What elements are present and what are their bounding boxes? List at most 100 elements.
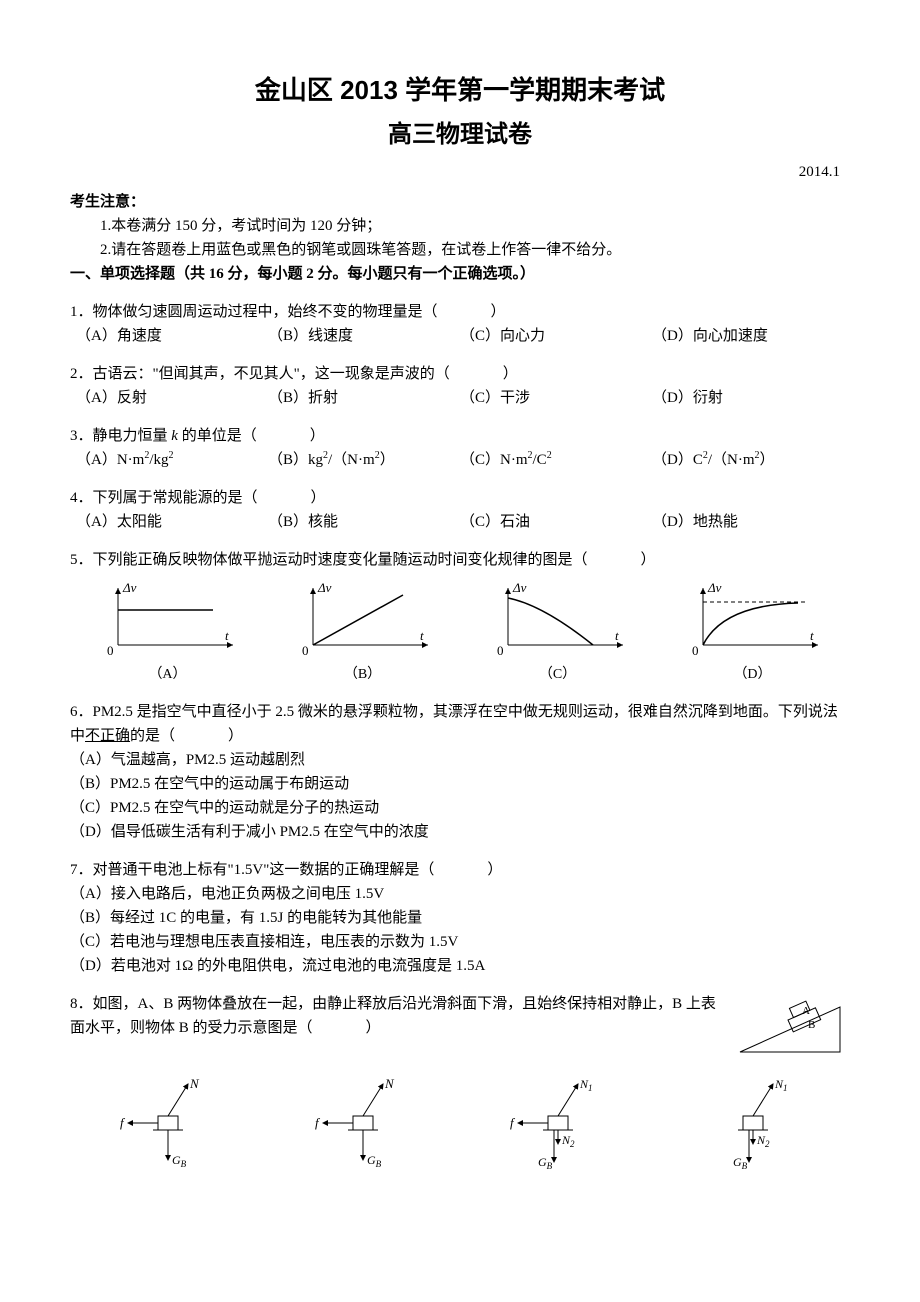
q5c-xaxis: t [615, 628, 619, 643]
notice-label: 考生注意： [70, 190, 850, 214]
q5-graph-c: Δv t 0 （C） [483, 580, 633, 686]
q5a-origin: 0 [107, 643, 114, 658]
q5-graph-b: Δv t 0 （B） [288, 580, 438, 686]
q4-options: （A）太阳能 （B）核能 （C）石油 （D）地热能 [70, 510, 850, 534]
exam-date: 2014.1 [70, 160, 840, 184]
q5-label-a: （A） [148, 667, 186, 682]
q6-neg: 不正确 [85, 728, 130, 744]
q5b-yaxis: Δv [317, 580, 332, 595]
q3-stem-post: 的单位是 [178, 428, 242, 444]
q3-opt-b: （B）kg2/（N·m2） [268, 448, 460, 472]
q2-stem: 2．古语云："但闻其声，不见其人"，这一现象是声波的 [70, 366, 435, 382]
q4-blank: （ ） [243, 490, 328, 506]
title-line1: 金山区 2013 学年第一学期期末考试 [70, 70, 850, 112]
q8a-f: f [120, 1115, 126, 1130]
notice-2: 2.请在答题卷上用蓝色或黑色的钢笔或圆珠笔答题，在试卷上作答一律不给分。 [70, 238, 850, 262]
q6-opt-b: （B）PM2.5 在空气中的运动属于布朗运动 [70, 772, 850, 796]
q8-fbd-d: N1 N2 GB [683, 1076, 823, 1171]
q4: 4．下列属于常规能源的是（ ） [70, 486, 850, 510]
q1-options: （A）角速度 （B）线速度 （C）向心力 （D）向心加速度 [70, 324, 850, 348]
q8d-N2: N2 [756, 1133, 770, 1149]
q5-label-d: （D） [733, 667, 771, 682]
q1-opt-c: （C）向心力 [460, 324, 652, 348]
q3-options: （A）N·m2/kg2 （B）kg2/（N·m2） （C）N·m2/C2 （D）… [70, 448, 850, 472]
q5d-origin: 0 [692, 643, 699, 658]
q3-blank: （ ） [242, 428, 327, 444]
q7-blank: （ ） [419, 862, 504, 878]
q5-label-b: （B） [344, 667, 381, 682]
q6-blank: （ ） [160, 728, 245, 744]
q4-opt-a: （A）太阳能 [76, 510, 268, 534]
q2: 2．古语云："但闻其声，不见其人"，这一现象是声波的（ ） [70, 362, 850, 386]
q6-opt-c: （C）PM2.5 在空气中的运动就是分子的热运动 [70, 796, 850, 820]
q2-opt-d: （D）衍射 [652, 386, 844, 410]
q2-options: （A）反射 （B）折射 （C）干涉 （D）衍射 [70, 386, 850, 410]
q1: 1．物体做匀速圆周运动过程中，始终不变的物理量是（ ） [70, 300, 850, 324]
q5b-xaxis: t [420, 628, 424, 643]
q5a-yaxis: Δv [122, 580, 137, 595]
q8-fbd-c: N1 f N2 GB [488, 1076, 628, 1171]
q5b-origin: 0 [302, 643, 309, 658]
q8b-N: N [384, 1076, 395, 1091]
q5c-yaxis: Δv [512, 580, 527, 595]
q5-graph-a: Δv t 0 （A） [93, 580, 243, 686]
q8-fbd-a: N f GB [98, 1076, 238, 1171]
q8-blank: （ ） [298, 1020, 383, 1036]
q3-opt-d: （D）C2/（N·m2） [652, 448, 844, 472]
q8-fbd-b: N f GB [293, 1076, 433, 1171]
q6-stem-post: 的是 [130, 728, 160, 744]
q8c-f: f [510, 1115, 516, 1130]
q8-fig-label-b: B [808, 1019, 815, 1031]
q3-k: k [171, 428, 178, 444]
q8c-N1: N1 [579, 1077, 593, 1093]
q5-graph-d: Δv t 0 （D） [678, 580, 828, 686]
q7: 7．对普通干电池上标有"1.5V"这一数据的正确理解是（ ） [70, 858, 850, 882]
q8d-G: GB [733, 1155, 748, 1171]
q5: 5．下列能正确反映物体做平抛运动时速度变化量随运动时间变化规律的图是（ ） [70, 548, 850, 572]
q7-opt-c: （C）若电池与理想电压表直接相连，电压表的示数为 1.5V [70, 930, 850, 954]
q5-blank: （ ） [573, 552, 658, 568]
q7-opt-d: （D）若电池对 1Ω 的外电阻供电，流过电池的电流强度是 1.5A [70, 954, 850, 978]
q2-opt-b: （B）折射 [268, 386, 460, 410]
q6-opt-a: （A）气温越高，PM2.5 运动越剧烈 [70, 748, 850, 772]
q5a-xaxis: t [225, 628, 229, 643]
q1-stem: 1．物体做匀速圆周运动过程中，始终不变的物理量是 [70, 304, 423, 320]
q3: 3．静电力恒量 k 的单位是（ ） [70, 424, 850, 448]
q8d-N1: N1 [774, 1077, 788, 1093]
q5-label-c: （C） [539, 667, 576, 682]
q4-stem: 4．下列属于常规能源的是 [70, 490, 243, 506]
q8c-G: GB [538, 1155, 553, 1171]
q8c-N2: N2 [561, 1133, 575, 1149]
q5c-origin: 0 [497, 643, 504, 658]
q3-stem-pre: 3．静电力恒量 [70, 428, 171, 444]
q8a-G: GB [172, 1153, 187, 1169]
q5d-yaxis: Δv [707, 580, 722, 595]
q8-fig-label-a: A [802, 1005, 810, 1017]
q8-stem: 8．如图，A、B 两物体叠放在一起，由静止释放后沿光滑斜面下滑，且始终保持相对静… [70, 996, 716, 1036]
q8b-G: GB [367, 1153, 382, 1169]
q1-opt-b: （B）线速度 [268, 324, 460, 348]
q6-opt-d: （D）倡导低碳生活有利于减小 PM2.5 在空气中的浓度 [70, 820, 850, 844]
q1-blank: （ ） [423, 304, 508, 320]
notice-1: 1.本卷满分 150 分，考试时间为 120 分钟； [70, 214, 850, 238]
q3-opt-c: （C）N·m2/C2 [460, 448, 652, 472]
q3-opt-a: （A）N·m2/kg2 [76, 448, 268, 472]
q7-opt-b: （B）每经过 1C 的电量，有 1.5J 的电能转为其他能量 [70, 906, 850, 930]
section-1-heading: 一、单项选择题（共 16 分，每小题 2 分。每小题只有一个正确选项。） [70, 262, 850, 286]
q7-opt-a: （A）接入电路后，电池正负两极之间电压 1.5V [70, 882, 850, 906]
q8: 8．如图，A、B 两物体叠放在一起，由静止释放后沿光滑斜面下滑，且始终保持相对静… [70, 992, 850, 1070]
q6: 6．PM2.5 是指空气中直径小于 2.5 微米的悬浮颗粒物，其漂浮在空中做无规… [70, 700, 850, 748]
q5d-xaxis: t [810, 628, 814, 643]
q8-incline-figure: A B [730, 992, 850, 1070]
q2-opt-a: （A）反射 [76, 386, 268, 410]
q8b-f: f [315, 1115, 321, 1130]
q7-stem: 7．对普通干电池上标有"1.5V"这一数据的正确理解是 [70, 862, 419, 878]
q2-opt-c: （C）干涉 [460, 386, 652, 410]
q4-opt-d: （D）地热能 [652, 510, 844, 534]
q8-fbd-row: N f GB N f GB N1 f N2 GB [70, 1076, 850, 1171]
q4-opt-c: （C）石油 [460, 510, 652, 534]
q5-stem: 5．下列能正确反映物体做平抛运动时速度变化量随运动时间变化规律的图是 [70, 552, 573, 568]
q2-blank: （ ） [435, 366, 520, 382]
title-line2: 高三物理试卷 [70, 116, 850, 154]
q4-opt-b: （B）核能 [268, 510, 460, 534]
